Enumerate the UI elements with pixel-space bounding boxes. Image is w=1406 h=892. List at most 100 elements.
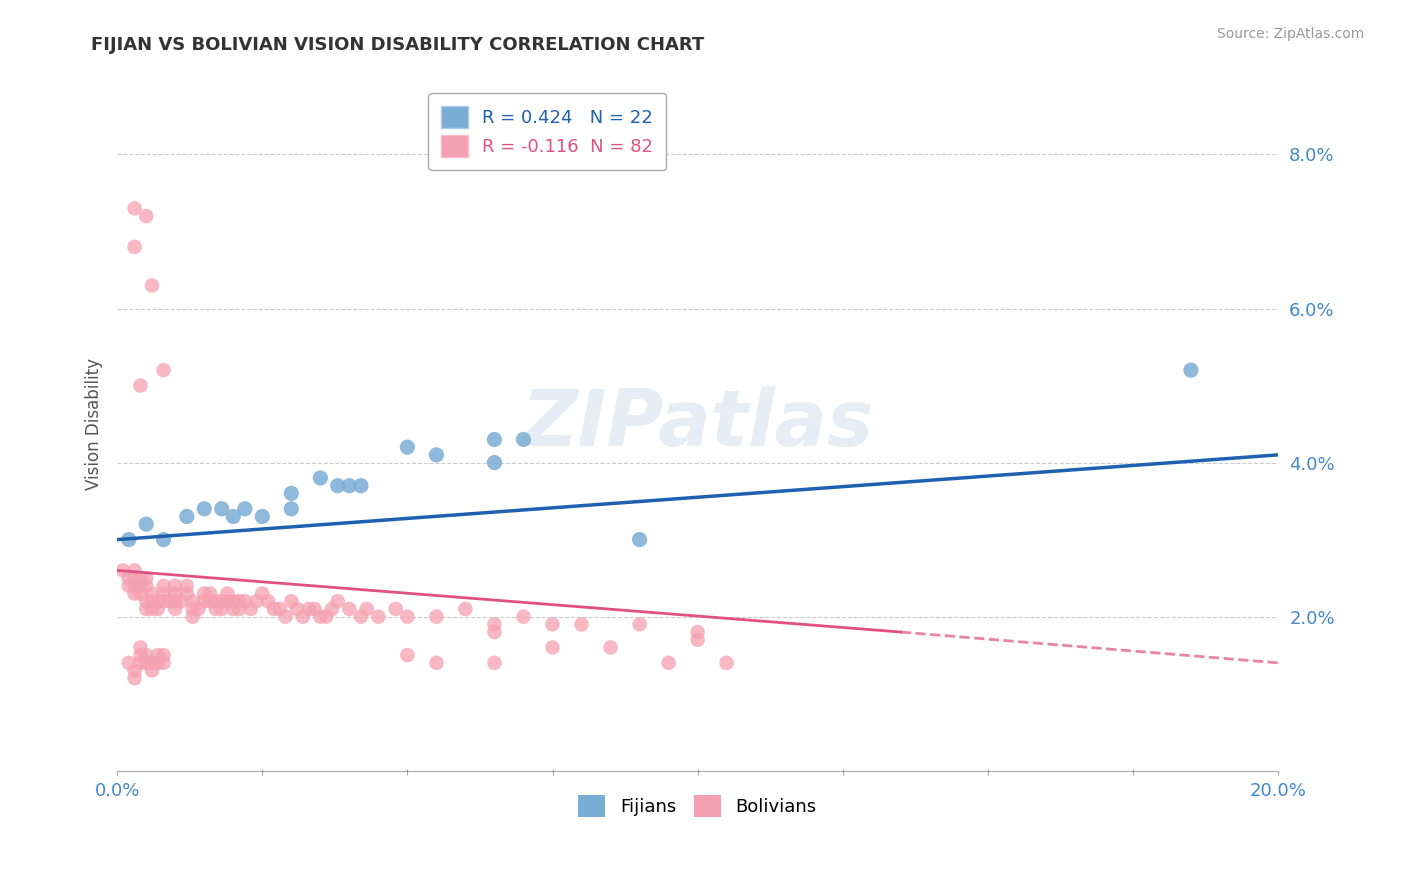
- Point: [152, 648, 174, 662]
- Point: [321, 602, 343, 616]
- Point: [315, 609, 337, 624]
- Point: [146, 648, 169, 662]
- Point: [152, 533, 174, 547]
- Point: [170, 594, 193, 608]
- Point: [291, 609, 314, 624]
- Point: [135, 602, 157, 616]
- Point: [628, 617, 651, 632]
- Point: [111, 563, 134, 577]
- Point: [141, 602, 163, 616]
- Text: ZIPatlas: ZIPatlas: [522, 386, 873, 462]
- Point: [176, 586, 198, 600]
- Point: [124, 586, 146, 600]
- Point: [222, 602, 245, 616]
- Point: [141, 594, 163, 608]
- Point: [124, 571, 146, 585]
- Point: [252, 509, 274, 524]
- Point: [280, 501, 302, 516]
- Point: [628, 533, 651, 547]
- Point: [484, 625, 506, 640]
- Point: [176, 509, 198, 524]
- Point: [181, 609, 204, 624]
- Point: [135, 517, 157, 532]
- Point: [165, 602, 187, 616]
- Point: [152, 579, 174, 593]
- Point: [205, 602, 228, 616]
- Point: [716, 656, 738, 670]
- Point: [599, 640, 621, 655]
- Point: [129, 640, 152, 655]
- Point: [541, 617, 564, 632]
- Point: [181, 602, 204, 616]
- Point: [228, 594, 250, 608]
- Point: [350, 609, 373, 624]
- Point: [124, 563, 146, 577]
- Point: [686, 625, 709, 640]
- Point: [396, 609, 419, 624]
- Text: Source: ZipAtlas.com: Source: ZipAtlas.com: [1216, 27, 1364, 41]
- Point: [263, 602, 285, 616]
- Point: [118, 533, 141, 547]
- Point: [385, 602, 408, 616]
- Point: [396, 440, 419, 454]
- Point: [135, 656, 157, 670]
- Point: [141, 664, 163, 678]
- Point: [233, 594, 256, 608]
- Point: [222, 509, 245, 524]
- Point: [304, 602, 326, 616]
- Point: [129, 656, 152, 670]
- Point: [454, 602, 477, 616]
- Point: [165, 586, 187, 600]
- Point: [233, 501, 256, 516]
- Point: [118, 656, 141, 670]
- Point: [280, 594, 302, 608]
- Point: [152, 594, 174, 608]
- Point: [187, 602, 209, 616]
- Point: [146, 656, 169, 670]
- Point: [367, 609, 389, 624]
- Point: [285, 602, 308, 616]
- Point: [129, 579, 152, 593]
- Point: [176, 579, 198, 593]
- Point: [425, 448, 447, 462]
- Point: [129, 571, 152, 585]
- Point: [211, 501, 233, 516]
- Point: [205, 594, 228, 608]
- Point: [280, 486, 302, 500]
- Point: [541, 640, 564, 655]
- Point: [396, 648, 419, 662]
- Point: [193, 586, 215, 600]
- Point: [165, 594, 187, 608]
- Point: [326, 478, 349, 492]
- Point: [217, 586, 239, 600]
- Point: [512, 433, 534, 447]
- Point: [129, 378, 152, 392]
- Point: [141, 656, 163, 670]
- Point: [124, 240, 146, 254]
- Point: [252, 586, 274, 600]
- Point: [193, 594, 215, 608]
- Point: [484, 433, 506, 447]
- Point: [350, 478, 373, 492]
- Point: [165, 579, 187, 593]
- Point: [425, 609, 447, 624]
- Point: [181, 594, 204, 608]
- Point: [309, 609, 332, 624]
- Point: [198, 586, 221, 600]
- Point: [337, 602, 360, 616]
- Point: [118, 571, 141, 585]
- Point: [124, 664, 146, 678]
- Point: [141, 586, 163, 600]
- Point: [198, 594, 221, 608]
- Point: [135, 209, 157, 223]
- Point: [309, 471, 332, 485]
- Point: [512, 609, 534, 624]
- Y-axis label: Vision Disability: Vision Disability: [86, 358, 103, 490]
- Point: [326, 594, 349, 608]
- Legend: Fijians, Bolivians: Fijians, Bolivians: [571, 788, 824, 824]
- Point: [686, 632, 709, 647]
- Point: [146, 594, 169, 608]
- Point: [135, 571, 157, 585]
- Point: [222, 594, 245, 608]
- Point: [124, 202, 146, 216]
